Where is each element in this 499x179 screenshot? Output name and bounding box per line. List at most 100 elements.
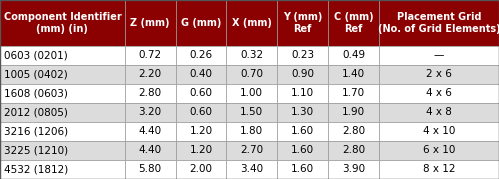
Text: 4.40: 4.40 — [139, 126, 162, 136]
Bar — [227, 84, 277, 103]
Text: 3216 (1206): 3216 (1206) — [4, 126, 68, 136]
Text: 2.20: 2.20 — [139, 69, 162, 79]
Text: 3.90: 3.90 — [342, 165, 365, 175]
Bar — [0, 141, 125, 160]
Text: —: — — [434, 50, 444, 60]
Bar — [379, 103, 499, 122]
Text: 2 x 6: 2 x 6 — [426, 69, 452, 79]
Bar — [328, 103, 379, 122]
Bar — [0, 122, 125, 141]
Bar — [176, 160, 227, 179]
Bar — [176, 65, 227, 84]
Bar — [277, 160, 328, 179]
Text: 8 x 12: 8 x 12 — [423, 165, 455, 175]
Text: G (mm): G (mm) — [181, 18, 221, 28]
Bar — [379, 0, 499, 46]
Bar — [0, 84, 125, 103]
Text: 0.32: 0.32 — [240, 50, 263, 60]
Bar — [277, 122, 328, 141]
Bar — [125, 84, 176, 103]
Bar — [379, 46, 499, 65]
Text: 2.00: 2.00 — [190, 165, 213, 175]
Text: 0.60: 0.60 — [190, 107, 213, 117]
Text: Component Identifier
(mm) (in): Component Identifier (mm) (in) — [3, 12, 121, 34]
Bar — [379, 65, 499, 84]
Bar — [176, 0, 227, 46]
Bar — [328, 0, 379, 46]
Text: 4 x 6: 4 x 6 — [426, 88, 452, 98]
Bar — [379, 84, 499, 103]
Bar — [125, 46, 176, 65]
Bar — [379, 141, 499, 160]
Text: 1005 (0402): 1005 (0402) — [4, 69, 68, 79]
Text: 1.80: 1.80 — [240, 126, 263, 136]
Text: X (mm): X (mm) — [232, 18, 272, 28]
Bar — [328, 65, 379, 84]
Text: 0.72: 0.72 — [139, 50, 162, 60]
Text: 4.40: 4.40 — [139, 145, 162, 155]
Text: 3.40: 3.40 — [240, 165, 263, 175]
Bar — [328, 160, 379, 179]
Bar — [379, 160, 499, 179]
Bar — [125, 141, 176, 160]
Text: 0.90: 0.90 — [291, 69, 314, 79]
Text: 2.80: 2.80 — [342, 145, 365, 155]
Text: 2.70: 2.70 — [240, 145, 263, 155]
Bar — [277, 141, 328, 160]
Text: 1.20: 1.20 — [190, 126, 213, 136]
Text: 5.80: 5.80 — [139, 165, 162, 175]
Text: 0.49: 0.49 — [342, 50, 365, 60]
Text: 2.80: 2.80 — [139, 88, 162, 98]
Bar — [277, 103, 328, 122]
Bar — [328, 84, 379, 103]
Bar — [125, 122, 176, 141]
Text: Y (mm)
Ref: Y (mm) Ref — [283, 12, 322, 34]
Bar — [0, 65, 125, 84]
Bar — [125, 65, 176, 84]
Text: Z (mm): Z (mm) — [130, 18, 170, 28]
Bar — [277, 65, 328, 84]
Text: 0.60: 0.60 — [190, 88, 213, 98]
Bar — [176, 122, 227, 141]
Bar — [0, 0, 125, 46]
Text: 1.40: 1.40 — [342, 69, 365, 79]
Bar — [125, 103, 176, 122]
Text: 0.40: 0.40 — [190, 69, 213, 79]
Text: 1.60: 1.60 — [291, 165, 314, 175]
Bar — [125, 160, 176, 179]
Text: 2.80: 2.80 — [342, 126, 365, 136]
Text: Placement Grid
(No. of Grid Elements): Placement Grid (No. of Grid Elements) — [378, 12, 499, 34]
Text: 1.50: 1.50 — [240, 107, 263, 117]
Bar — [277, 46, 328, 65]
Bar — [328, 141, 379, 160]
Text: 3.20: 3.20 — [139, 107, 162, 117]
Bar — [0, 160, 125, 179]
Text: 1608 (0603): 1608 (0603) — [4, 88, 68, 98]
Text: 0.26: 0.26 — [190, 50, 213, 60]
Bar — [227, 122, 277, 141]
Bar — [227, 160, 277, 179]
Text: 4 x 10: 4 x 10 — [423, 126, 455, 136]
Text: 1.60: 1.60 — [291, 126, 314, 136]
Text: 2012 (0805): 2012 (0805) — [4, 107, 68, 117]
Bar — [277, 0, 328, 46]
Bar — [328, 46, 379, 65]
Bar — [328, 122, 379, 141]
Text: 3225 (1210): 3225 (1210) — [4, 145, 68, 155]
Bar — [176, 46, 227, 65]
Text: 1.70: 1.70 — [342, 88, 365, 98]
Text: 1.60: 1.60 — [291, 145, 314, 155]
Bar — [176, 103, 227, 122]
Bar — [227, 103, 277, 122]
Bar — [227, 46, 277, 65]
Text: 1.10: 1.10 — [291, 88, 314, 98]
Text: 4532 (1812): 4532 (1812) — [4, 165, 68, 175]
Text: 1.00: 1.00 — [241, 88, 263, 98]
Text: 0.23: 0.23 — [291, 50, 314, 60]
Bar — [125, 0, 176, 46]
Bar — [227, 141, 277, 160]
Text: C (mm)
Ref: C (mm) Ref — [334, 12, 373, 34]
Text: 0603 (0201): 0603 (0201) — [4, 50, 68, 60]
Bar — [227, 0, 277, 46]
Text: 1.20: 1.20 — [190, 145, 213, 155]
